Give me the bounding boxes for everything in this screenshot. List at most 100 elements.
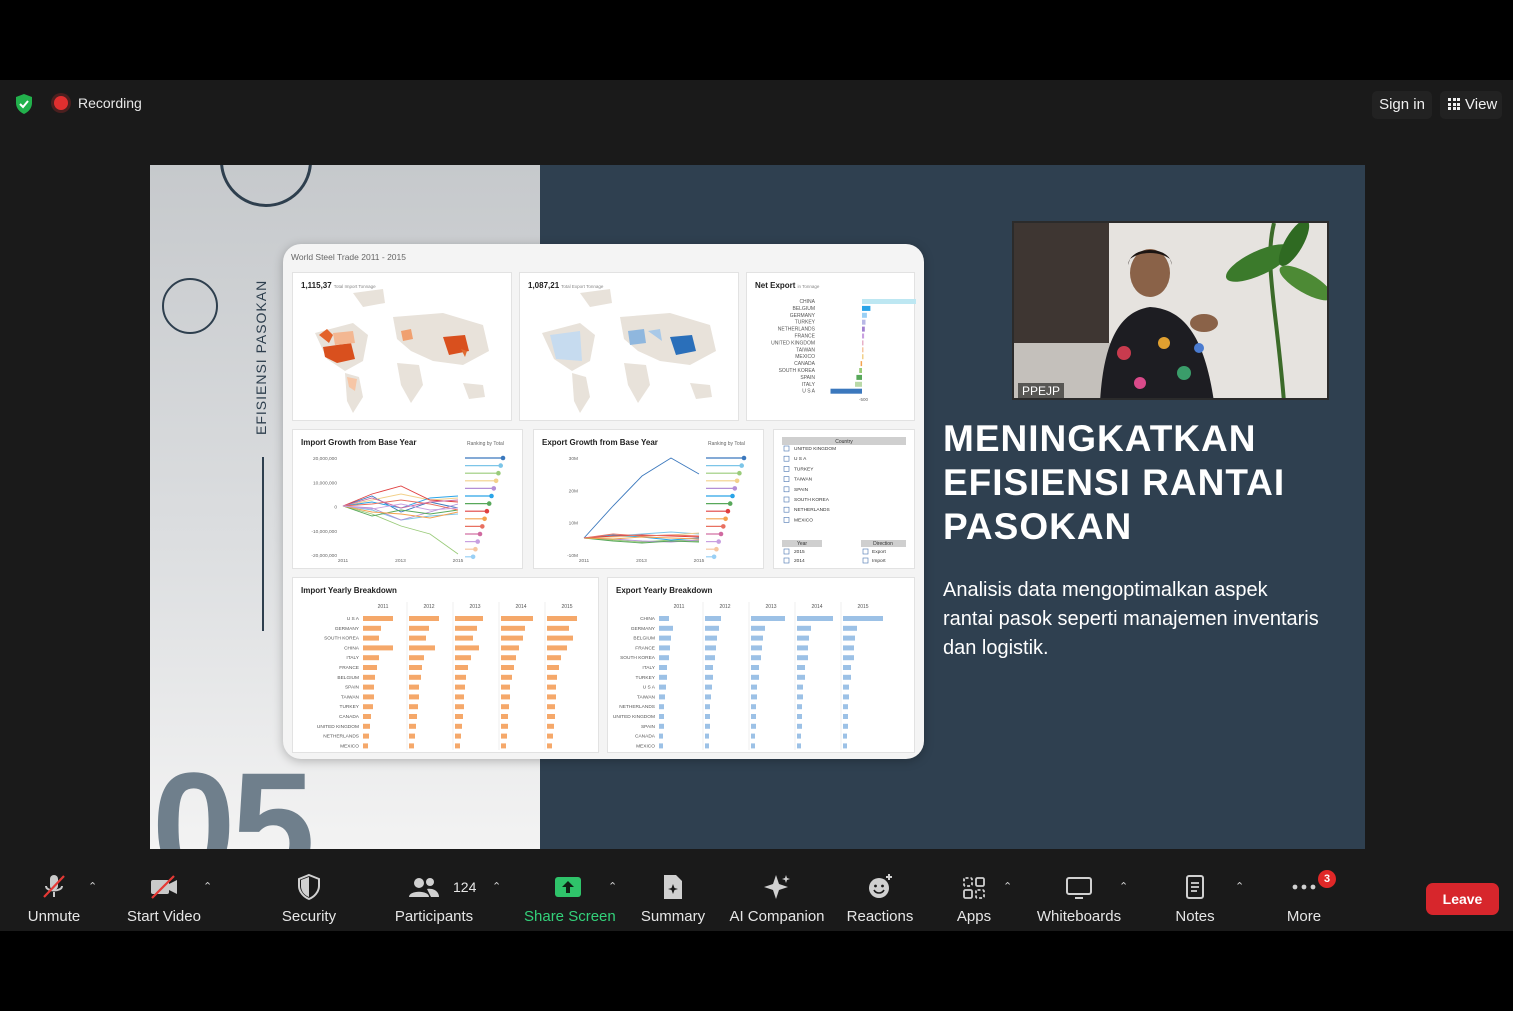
net-export-bar (862, 340, 864, 346)
ranking-lollipop-dot (714, 546, 719, 552)
net-export-bar (830, 388, 862, 394)
apps-button[interactable]: Apps (948, 868, 1000, 928)
breakdown-bar (705, 674, 713, 680)
decorative-circle (220, 165, 312, 207)
breakdown-bar (501, 704, 509, 710)
export-growth-panel: Export Growth from Base Year Ranking by … (533, 429, 764, 569)
breakdown-bar (797, 625, 811, 631)
breakdown-bar (547, 723, 554, 729)
security-button[interactable]: Security (278, 868, 340, 928)
view-button[interactable]: View (1440, 91, 1502, 119)
growth-series-line (342, 485, 459, 507)
breakdown-bar (705, 616, 721, 621)
participant-video[interactable]: PPEJP (1012, 221, 1329, 400)
notes-options-caret[interactable]: ⌃ (1235, 881, 1245, 893)
notes-button[interactable]: Notes (1166, 868, 1224, 928)
breakdown-bar (705, 665, 713, 670)
unmute-button[interactable]: Unmute (20, 868, 88, 928)
breakdown-bar (363, 694, 374, 700)
y-tick-label: 30M (569, 456, 578, 462)
video-options-caret[interactable]: ⌃ (203, 881, 213, 893)
apps-options-caret[interactable]: ⌃ (1003, 881, 1013, 893)
breakdown-country-label: MEXICO (340, 743, 359, 749)
start-video-label: Start Video (127, 908, 201, 925)
more-button[interactable]: More (1278, 868, 1330, 928)
y-tick-label: -20,000,000 (311, 553, 337, 559)
year-option-label: 2015 (794, 549, 805, 555)
share-options-caret[interactable]: ⌃ (608, 881, 618, 893)
net-export-country-label: NETHERLANDS (778, 327, 816, 333)
y-tick-label: 0 (334, 505, 337, 511)
breakdown-country-label: GERMANY (631, 626, 656, 632)
encryption-shield-icon[interactable] (12, 92, 36, 116)
breakdown-bar (455, 645, 479, 651)
breakdown-country-label: CHINA (344, 645, 360, 651)
breakdown-bar (501, 714, 508, 719)
breakdown-bar (455, 665, 468, 670)
net-export-bar (862, 305, 871, 311)
y-tick-label: -10M (567, 553, 578, 559)
dashboard-image: World Steel Trade 2011 - 2015 1,115,37 To… (283, 244, 924, 759)
country-option-label: SPAIN (794, 487, 809, 493)
recording-icon (54, 96, 68, 110)
breakdown-country-label: FRANCE (635, 645, 655, 651)
summary-button[interactable]: Summary (640, 868, 706, 928)
participants-label: Participants (394, 908, 474, 925)
direction-option-label: Export (872, 549, 887, 555)
ranking-lollipop-dot (475, 539, 480, 544)
breakdown-year-label: 2012 (423, 604, 434, 610)
breakdown-bar (797, 723, 802, 729)
growth-series-line (342, 495, 459, 513)
net-export-bar (855, 381, 862, 387)
breakdown-bar (659, 733, 663, 739)
breakdown-bar (705, 645, 716, 651)
breakdown-bar (409, 645, 435, 651)
ranking-lollipop-dot (727, 501, 733, 506)
share-screen-button[interactable]: Share Screen (524, 868, 616, 928)
breakdown-bar (797, 714, 802, 719)
breakdown-bar (409, 665, 422, 670)
breakdown-bar (501, 616, 533, 621)
breakdown-bar (363, 645, 393, 651)
leave-button[interactable]: Leave (1426, 883, 1499, 915)
breakdown-year-label: 2013 (469, 604, 480, 610)
ai-companion-button[interactable]: AI Companion (728, 868, 826, 928)
whiteboards-button[interactable]: Whiteboards (1034, 868, 1124, 928)
ranking-lollipop-dot (486, 501, 492, 506)
breakdown-bar (363, 674, 375, 680)
slide-title: MENINGKATKAN EFISIENSI RANTAI PASOKAN (943, 418, 1286, 547)
ranking-lollipop-dot (484, 508, 490, 514)
start-video-button[interactable]: Start Video (122, 868, 206, 928)
breakdown-bar (363, 655, 379, 661)
breakdown-bar (751, 645, 762, 651)
breakdown-year-label: 2013 (765, 604, 776, 610)
breakdown-bar (455, 674, 466, 680)
whiteboards-label: Whiteboards (1036, 908, 1122, 925)
net-export-bar (856, 374, 862, 380)
country-option-label: NETHERLANDS (794, 507, 830, 513)
breakdown-bar (409, 704, 418, 710)
country-checkbox (783, 455, 790, 462)
ranking-lollipop-dot (716, 539, 721, 544)
breakdown-bar (547, 665, 559, 670)
net-export-bar (862, 354, 864, 360)
reactions-button[interactable]: Reactions (846, 868, 914, 928)
whiteboards-options-caret[interactable]: ⌃ (1119, 881, 1129, 893)
audio-options-caret[interactable]: ⌃ (88, 881, 98, 893)
ranking-lollipop-dot (500, 455, 506, 461)
ranking-lollipop-dot (741, 455, 747, 461)
net-export-bar (862, 319, 866, 325)
export-world-map (542, 289, 716, 413)
import-breakdown-panel: Import Yearly Breakdown 2011 2012 2013 2014… (292, 577, 599, 753)
net-export-country-label: CANADA (794, 361, 816, 367)
participants-options-caret[interactable]: ⌃ (492, 881, 502, 893)
breakdown-bar (409, 723, 416, 729)
sign-in-button[interactable]: Sign in (1372, 91, 1432, 119)
recording-label[interactable]: Recording (78, 95, 142, 111)
growth-series-line (583, 537, 700, 543)
breakdown-country-label: SPAIN (345, 685, 360, 691)
participants-button[interactable]: 124 Participants (392, 868, 476, 928)
ranking-lollipop-dot (739, 463, 744, 468)
import-world-map (315, 289, 489, 413)
net-export-bar (859, 368, 862, 373)
